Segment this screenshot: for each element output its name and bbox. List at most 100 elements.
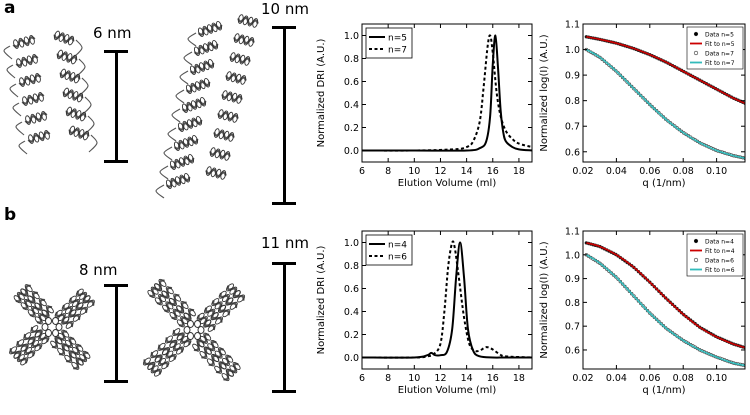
y-tick-label: 0.8	[565, 96, 580, 107]
helix-turn	[27, 295, 36, 304]
x-tick-label: 14	[461, 166, 473, 177]
helix-turn	[147, 361, 156, 370]
helix-turn	[69, 72, 76, 82]
y-tick-label: 0.6	[344, 284, 359, 295]
helix-turn	[50, 340, 59, 349]
helix-turn	[252, 18, 259, 28]
helix-turn	[24, 284, 33, 293]
helix-turn	[228, 132, 235, 142]
helix-turn	[176, 305, 185, 314]
loop	[187, 32, 197, 47]
helix-turn	[86, 299, 95, 308]
x-tick-label: 8	[385, 373, 391, 384]
helix	[150, 350, 163, 363]
helix-turn	[196, 339, 205, 348]
helix-ribbon	[215, 362, 225, 374]
loop	[79, 77, 89, 96]
helix	[24, 111, 48, 125]
helix-turn	[161, 347, 170, 356]
helix-ribbon	[172, 329, 185, 339]
helix-ribbon	[12, 36, 36, 48]
helix-turn	[53, 30, 60, 41]
helix-turn	[57, 347, 66, 356]
loop	[179, 70, 189, 85]
helix-turn	[222, 309, 231, 318]
y-tick-label: 0.4	[344, 100, 359, 111]
helix	[176, 300, 189, 314]
x-tick-label: 12	[434, 373, 446, 384]
helix-turn	[38, 92, 44, 102]
x-tick-label: 16	[487, 373, 499, 384]
helix-turn	[164, 335, 173, 344]
helix-turn	[75, 302, 84, 311]
x-tick-label: 0.06	[639, 373, 660, 384]
helix	[57, 343, 70, 356]
legend-entry: n=7	[388, 46, 407, 56]
helix	[221, 368, 234, 382]
fit-line-Fit to n=4	[586, 242, 745, 349]
helix-ribbon	[177, 301, 187, 313]
loop	[9, 83, 19, 98]
helix-ribbon	[143, 359, 155, 369]
helix	[168, 293, 182, 306]
helix-turn	[61, 51, 68, 61]
helix-ribbon	[61, 318, 74, 328]
helix-turn	[70, 108, 77, 118]
helix-turn	[192, 343, 201, 352]
core-helix	[194, 319, 201, 328]
helix	[75, 302, 88, 315]
series-line-n=7	[362, 34, 532, 152]
helix-turn	[219, 149, 226, 160]
helix-turn	[33, 132, 40, 143]
axes-frame	[361, 23, 533, 163]
helix-turn	[65, 106, 72, 117]
helix-turn	[165, 286, 174, 295]
helix-turn	[169, 339, 178, 348]
helix-turn	[67, 89, 74, 99]
helix-turn	[19, 77, 25, 87]
legend-box	[365, 27, 413, 59]
plot-area	[362, 34, 532, 152]
x-tick-label: 0.10	[706, 166, 727, 177]
helix	[203, 319, 216, 332]
helix	[213, 128, 235, 142]
x-tick-label: 6	[359, 373, 365, 384]
saxs-chart-b: 0.02 0.04 0.06 0.08 0.10 0.6 0.7 0.8 0.9 1.0 1.1 q …	[539, 227, 746, 396]
helix	[217, 109, 239, 123]
helix-ribbon	[83, 297, 95, 307]
helix-turn	[63, 34, 70, 44]
helix-turn	[229, 301, 238, 310]
helix-ribbon	[165, 337, 177, 347]
helix-turn	[218, 304, 227, 313]
x-tick-label: 18	[513, 373, 525, 384]
loop	[3, 45, 13, 60]
core-helix	[183, 326, 191, 334]
helix	[210, 312, 224, 325]
helix	[82, 295, 95, 308]
helix-turn	[232, 290, 241, 299]
helix-ribbon	[51, 336, 61, 349]
helix-turn	[71, 361, 80, 370]
helix-turn	[56, 49, 63, 60]
helix-ribbon	[65, 351, 75, 363]
y-axis-label: Normalized DRI (A.U.)	[316, 38, 327, 147]
protein-ribbon-n7	[155, 14, 259, 199]
helix-turn	[207, 58, 215, 69]
legend-swatch	[693, 50, 699, 56]
x-axis-label: Elution Volume (ml)	[398, 178, 497, 189]
helix	[154, 278, 167, 292]
helix-turn	[234, 53, 241, 64]
helix-turn	[214, 365, 223, 374]
y-tick-label: 1.0	[565, 45, 580, 56]
helix-turn	[215, 20, 223, 31]
helix-ribbon	[29, 291, 39, 303]
helix-turn	[27, 336, 36, 345]
loop	[85, 115, 95, 134]
helix-ribbon	[211, 313, 223, 323]
helix-turn	[72, 313, 81, 322]
loop	[12, 102, 22, 117]
helix	[181, 96, 207, 114]
helix-turn	[223, 130, 230, 141]
helix-turn	[191, 134, 199, 145]
helix	[206, 354, 220, 367]
